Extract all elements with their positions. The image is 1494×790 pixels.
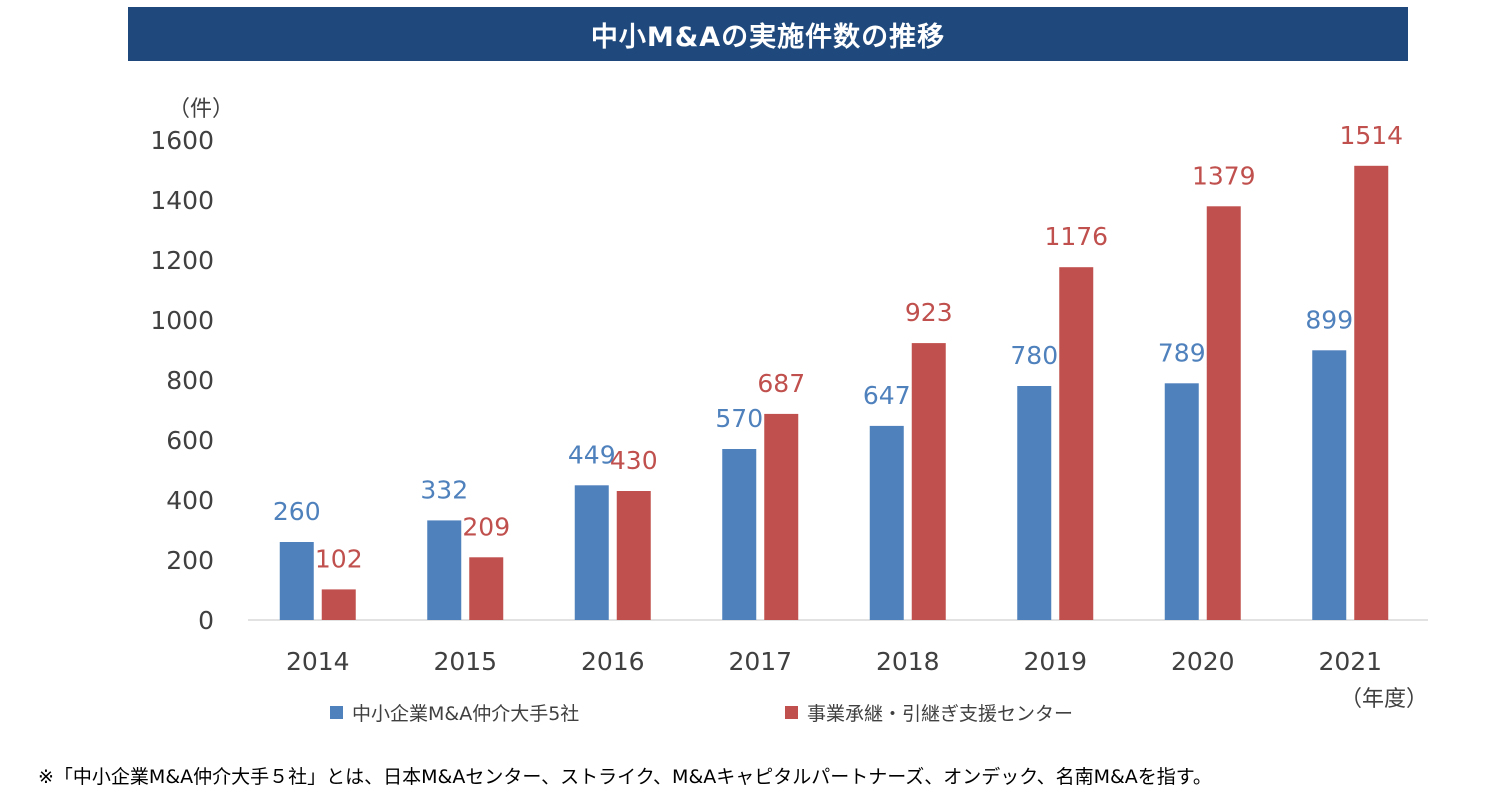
y-tick-label: 1600 (150, 126, 214, 155)
bar-series2-2014 (321, 589, 356, 620)
bar-series1-2020 (1164, 383, 1199, 620)
data-label-series1-2020: 789 (1158, 338, 1206, 367)
bar-series1-2014 (279, 542, 314, 620)
data-label-series1-2016: 449 (568, 440, 616, 469)
data-label-series1-2014: 260 (273, 497, 321, 526)
data-label-series1-2015: 332 (420, 475, 468, 504)
data-label-series2-2018: 923 (905, 298, 953, 327)
x-axis-unit-label: （年度） (1340, 687, 1428, 712)
legend-swatch-series1 (330, 706, 343, 719)
data-label-series2-2016: 430 (610, 446, 658, 475)
data-label-series1-2017: 570 (715, 404, 763, 433)
bar-chart: （件） 0 200 400 600 800 1000 1200 1400 1600 260 102 20… (150, 97, 1428, 725)
bar-series2-2018 (911, 343, 946, 620)
bar-series1-2019 (1017, 386, 1052, 620)
x-tick-label: 2015 (433, 647, 497, 676)
y-tick-label: 0 (198, 606, 214, 635)
legend-label-series1: 中小企業M&A仲介大手5社 (352, 703, 579, 725)
legend-label-series2: 事業承継・引継ぎ支援センター (807, 703, 1073, 725)
bar-series2-2021 (1354, 165, 1389, 621)
y-tick-label: 1200 (150, 246, 214, 275)
data-label-series2-2015: 209 (462, 512, 510, 541)
y-tick-label: 400 (166, 486, 214, 515)
data-label-series2-2020: 1379 (1192, 161, 1256, 190)
data-label-series2-2017: 687 (757, 369, 805, 398)
x-tick-label: 2019 (1023, 647, 1087, 676)
x-tick-label: 2017 (728, 647, 792, 676)
y-axis-unit-label: （件） (168, 97, 234, 122)
bar-series1-2015 (427, 520, 462, 620)
data-label-series2-2021: 1514 (1339, 121, 1403, 150)
y-tick-label: 1400 (150, 186, 214, 215)
bar-series1-2018 (869, 425, 904, 620)
chart-title: 中小M&Aの実施件数の推移 (590, 21, 946, 53)
y-tick-label: 800 (166, 366, 214, 395)
x-tick-label: 2014 (286, 647, 350, 676)
bar-series2-2015 (469, 557, 504, 620)
bar-series2-2016 (616, 491, 651, 620)
x-tick-label: 2018 (876, 647, 940, 676)
bar-series2-2017 (764, 413, 799, 620)
data-label-series2-2014: 102 (315, 544, 363, 573)
data-label-series2-2019: 1176 (1044, 222, 1108, 251)
bar-series2-2019 (1059, 267, 1094, 620)
footnote: ※「中小企業M&A仲介大手５社」とは、日本M&Aセンター、ストライク、M&Aキャ… (38, 766, 1212, 788)
x-tick-label: 2021 (1318, 647, 1382, 676)
data-label-series1-2019: 780 (1010, 341, 1058, 370)
bar-series1-2021 (1312, 350, 1347, 620)
data-label-series1-2018: 647 (863, 381, 911, 410)
bar-series2-2020 (1206, 206, 1241, 621)
x-tick-label: 2020 (1171, 647, 1235, 676)
x-tick-label: 2016 (581, 647, 645, 676)
bar-series1-2016 (574, 485, 609, 620)
data-label-series1-2021: 899 (1305, 305, 1353, 334)
bar-series1-2017 (722, 449, 757, 620)
y-tick-label: 1000 (150, 306, 214, 335)
chart-title-bar: 中小M&Aの実施件数の推移 (128, 7, 1408, 61)
y-tick-label: 200 (166, 546, 214, 575)
legend-swatch-series2 (785, 706, 798, 719)
y-tick-label: 600 (166, 426, 214, 455)
